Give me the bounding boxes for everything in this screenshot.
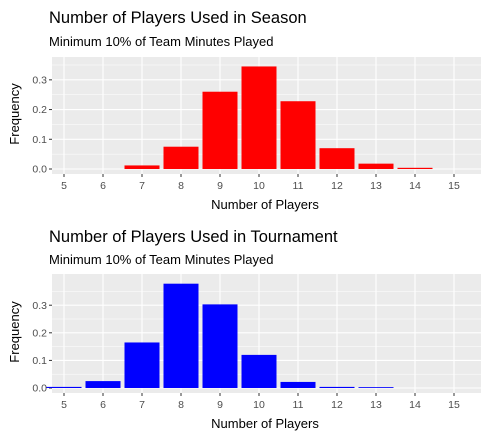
- x-tick-label: 8: [178, 399, 184, 411]
- x-tick-label: 9: [217, 399, 223, 411]
- bar: [358, 387, 394, 388]
- bar: [280, 381, 316, 388]
- x-tick-label: 14: [409, 399, 421, 411]
- bar: [46, 386, 82, 388]
- bar: [85, 381, 121, 388]
- x-tick-label: 15: [448, 180, 460, 192]
- bar: [358, 163, 394, 169]
- y-axis-title: Frequency: [7, 301, 22, 363]
- plot-panel: 0.0 0.1 0.2 0.3 5 6 7 8 9 10 11 12 13 14 15: [32, 57, 481, 192]
- x-tick-label: 13: [370, 180, 382, 192]
- x-tick-label: 10: [253, 180, 265, 192]
- y-tick-label: 0.3: [32, 74, 47, 86]
- x-tick-label: 6: [100, 399, 106, 411]
- tournament-chart: Number of Players Used in Tournament Min…: [7, 228, 481, 431]
- x-tick-label: 12: [331, 180, 343, 192]
- chart-title: Number of Players Used in Tournament: [49, 228, 338, 246]
- x-tick-label: 11: [293, 180, 304, 192]
- y-tick-label: 0.1: [32, 134, 47, 146]
- bar: [163, 146, 199, 169]
- x-tick-label: 13: [370, 399, 382, 411]
- bar: [124, 342, 160, 388]
- bar: [202, 91, 238, 169]
- bar: [397, 167, 433, 169]
- y-tick-label: 0.1: [32, 355, 47, 367]
- y-tick-label: 0.0: [32, 164, 47, 176]
- x-tick-label: 8: [178, 180, 184, 192]
- bar: [319, 148, 355, 169]
- bar: [202, 304, 238, 388]
- x-tick-label: 7: [139, 399, 145, 411]
- y-tick-label: 0.0: [32, 383, 47, 395]
- x-tick-label: 14: [409, 180, 421, 192]
- bar: [241, 354, 277, 388]
- x-tick-label: 7: [139, 180, 145, 192]
- chart-subtitle: Minimum 10% of Team Minutes Played: [49, 34, 273, 49]
- x-tick-label: 15: [448, 399, 460, 411]
- chart-title: Number of Players Used in Season: [49, 9, 307, 27]
- y-tick-label: 0.2: [32, 327, 47, 339]
- bar: [241, 66, 277, 169]
- y-axis-title: Frequency: [7, 83, 22, 145]
- x-axis-title: Number of Players: [211, 416, 319, 431]
- chart-subtitle: Minimum 10% of Team Minutes Played: [49, 252, 273, 267]
- y-tick-label: 0.3: [32, 300, 47, 312]
- plot-panel: 0.0 0.1 0.2 0.3 5 6 7 8 9 10 11 12 13 14 15: [32, 274, 481, 411]
- bar: [280, 101, 316, 169]
- x-tick-label: 12: [331, 399, 343, 411]
- x-tick-label: 11: [293, 399, 304, 411]
- season-chart: Number of Players Used in Season Minimum…: [7, 9, 481, 212]
- bar: [124, 165, 160, 169]
- y-tick-label: 0.2: [32, 104, 47, 116]
- x-tick-label: 5: [61, 399, 67, 411]
- x-tick-label: 5: [61, 180, 67, 192]
- x-axis-title: Number of Players: [211, 197, 319, 212]
- bar: [319, 386, 355, 388]
- x-tick-label: 6: [100, 180, 106, 192]
- x-tick-label: 9: [217, 180, 223, 192]
- bar: [163, 283, 199, 388]
- x-tick-label: 10: [253, 399, 265, 411]
